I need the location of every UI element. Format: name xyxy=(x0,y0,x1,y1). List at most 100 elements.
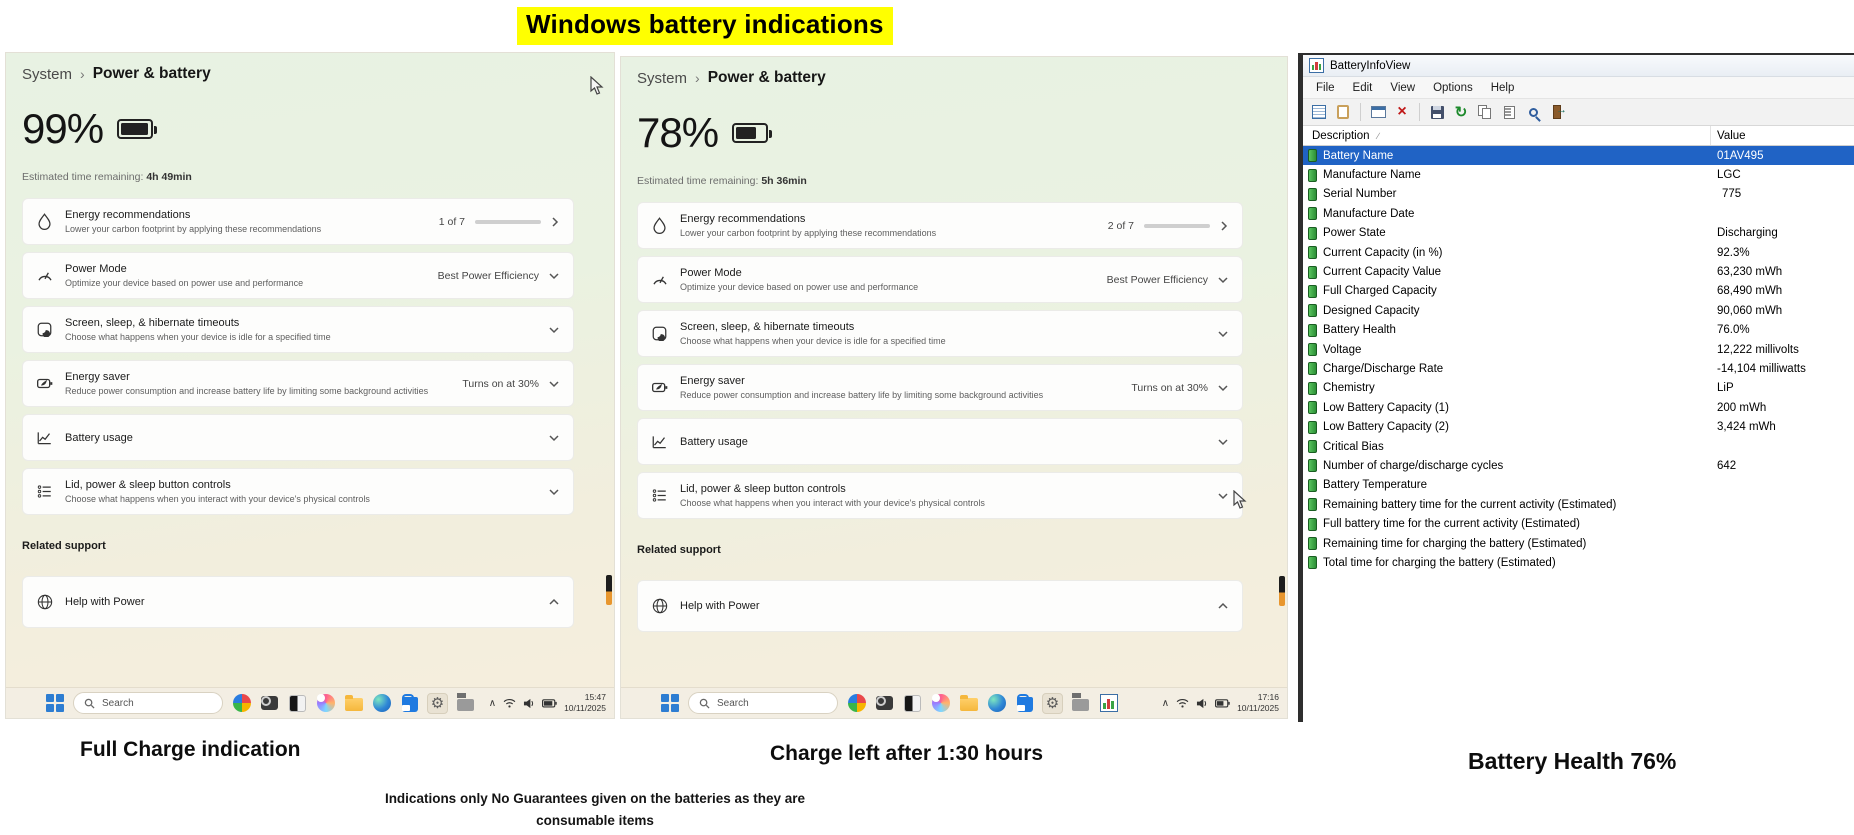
wifi-icon[interactable] xyxy=(1176,698,1189,708)
chevron-up-icon[interactable] xyxy=(549,598,559,606)
menu-help[interactable]: Help xyxy=(1490,81,1515,94)
chevron-down-icon[interactable] xyxy=(1218,384,1228,392)
find-icon[interactable] xyxy=(1524,103,1542,121)
card-energy-saver[interactable]: Energy saver Reduce power consumption an… xyxy=(22,360,574,407)
refresh-icon[interactable]: ↻ xyxy=(1454,103,1468,121)
breadcrumb-system[interactable]: System xyxy=(637,69,688,87)
card-help-with-power[interactable]: Help with Power xyxy=(22,576,574,628)
report-view-icon[interactable] xyxy=(1334,103,1352,121)
settings-icon[interactable]: ⚙ xyxy=(1042,692,1063,714)
camera-app-icon[interactable] xyxy=(874,693,895,714)
chevron-down-icon[interactable] xyxy=(1218,276,1228,284)
search-input[interactable]: Search xyxy=(73,692,223,714)
window-titlebar[interactable]: BatteryInfoView xyxy=(1303,55,1854,77)
details-view-icon[interactable] xyxy=(1310,103,1328,121)
breadcrumb-system[interactable]: System xyxy=(22,65,73,83)
volume-icon[interactable] xyxy=(523,698,535,709)
save-icon[interactable] xyxy=(1428,103,1446,121)
table-row[interactable]: Full Charged Capacity 68,490 mWh xyxy=(1303,282,1854,301)
tray-battery-icon[interactable] xyxy=(542,698,557,708)
card-battery-usage[interactable]: Battery usage xyxy=(22,414,574,461)
menu-file[interactable]: File xyxy=(1316,81,1335,94)
table-row[interactable]: Voltage 12,222 millivolts xyxy=(1303,340,1854,359)
properties-window-icon[interactable] xyxy=(1369,103,1387,121)
table-row[interactable]: Battery Name 01AV495 xyxy=(1303,146,1854,166)
tray-battery-icon[interactable] xyxy=(1215,698,1230,708)
tray-chevron-up-icon[interactable]: ∧ xyxy=(488,697,497,709)
pinwheel-app-icon[interactable] xyxy=(231,693,252,714)
chevron-right-icon[interactable] xyxy=(1220,220,1228,231)
menu-view[interactable]: View xyxy=(1390,81,1416,94)
table-row[interactable]: Charge/Discharge Rate -14,104 milliwatts xyxy=(1303,359,1854,378)
table-row[interactable]: Current Capacity Value 63,230 mWh xyxy=(1303,262,1854,281)
menu-edit[interactable]: Edit xyxy=(1352,81,1373,94)
table-row[interactable]: Low Battery Capacity (1) 200 mWh xyxy=(1303,398,1854,417)
chevron-down-icon[interactable] xyxy=(549,434,559,442)
properties-icon[interactable] xyxy=(1500,103,1518,121)
tray-chevron-up-icon[interactable]: ∧ xyxy=(1161,697,1170,709)
file-explorer-icon[interactable] xyxy=(343,693,364,714)
card-energy-recommendations[interactable]: Energy recommendations Lower your carbon… xyxy=(22,198,574,245)
column-value[interactable]: Value xyxy=(1717,129,1746,142)
photos-app-icon[interactable] xyxy=(287,693,308,714)
card-help-with-power[interactable]: Help with Power xyxy=(637,580,1243,632)
exit-icon[interactable] xyxy=(1548,103,1566,121)
chevron-down-icon[interactable] xyxy=(1218,492,1228,500)
batteryinfoview-app-icon[interactable] xyxy=(1098,693,1119,714)
table-row[interactable]: Chemistry LiP xyxy=(1303,379,1854,398)
wifi-icon[interactable] xyxy=(503,698,516,708)
table-row[interactable]: Designed Capacity 90,060 mWh xyxy=(1303,301,1854,320)
table-row[interactable]: Total time for charging the battery (Est… xyxy=(1303,553,1854,572)
delete-icon[interactable]: × xyxy=(1397,103,1407,120)
table-row[interactable]: Remaining time for charging the battery … xyxy=(1303,534,1854,553)
chevron-up-icon[interactable] xyxy=(1218,602,1228,610)
edge-icon[interactable] xyxy=(371,693,392,714)
table-row[interactable]: Low Battery Capacity (2) 3,424 mWh xyxy=(1303,417,1854,436)
table-row[interactable]: Critical Bias xyxy=(1303,437,1854,456)
chevron-down-icon[interactable] xyxy=(1218,438,1228,446)
chevron-down-icon[interactable] xyxy=(1218,330,1228,338)
table-row[interactable]: Battery Temperature xyxy=(1303,476,1854,495)
card-lid-power-sleep-controls[interactable]: Lid, power & sleep button controls Choos… xyxy=(637,472,1243,519)
chevron-down-icon[interactable] xyxy=(549,326,559,334)
card-screen-sleep-timeouts[interactable]: Screen, sleep, & hibernate timeouts Choo… xyxy=(637,310,1243,357)
card-energy-recommendations[interactable]: Energy recommendations Lower your carbon… xyxy=(637,202,1243,249)
start-button-icon[interactable] xyxy=(661,693,680,713)
card-energy-saver[interactable]: Energy saver Reduce power consumption an… xyxy=(637,364,1243,411)
clock[interactable]: 15:47 10/11/2025 xyxy=(564,691,606,713)
photos-app-icon[interactable] xyxy=(902,693,923,714)
pinwheel-app-icon[interactable] xyxy=(846,693,867,714)
volume-icon[interactable] xyxy=(1196,698,1208,709)
store-icon[interactable] xyxy=(1014,693,1035,714)
menu-options[interactable]: Options xyxy=(1433,81,1473,94)
table-row[interactable]: Power State Discharging xyxy=(1303,224,1854,243)
copy-icon[interactable] xyxy=(1476,103,1494,121)
card-power-mode[interactable]: Power Mode Optimize your device based on… xyxy=(637,256,1243,303)
printer-icon[interactable] xyxy=(455,693,476,714)
card-power-mode[interactable]: Power Mode Optimize your device based on… xyxy=(22,252,574,299)
chevron-down-icon[interactable] xyxy=(549,380,559,388)
copilot-icon[interactable] xyxy=(930,693,951,714)
table-row[interactable]: Battery Health 76.0% xyxy=(1303,321,1854,340)
copilot-icon[interactable] xyxy=(315,693,336,714)
table-row[interactable]: Manufacture Name LGC xyxy=(1303,165,1854,184)
table-row[interactable]: Remaining battery time for the current a… xyxy=(1303,495,1854,514)
column-description[interactable]: Description ∕ xyxy=(1303,126,1711,145)
chevron-right-icon[interactable] xyxy=(551,216,559,227)
search-input[interactable]: Search xyxy=(688,692,838,714)
chevron-down-icon[interactable] xyxy=(549,488,559,496)
table-row[interactable]: Full battery time for the current activi… xyxy=(1303,514,1854,533)
clock[interactable]: 17:16 10/11/2025 xyxy=(1237,691,1279,713)
table-row[interactable]: Current Capacity (in %) 92.3% xyxy=(1303,243,1854,262)
table-row[interactable]: Serial Number 775 xyxy=(1303,185,1854,204)
table-row[interactable]: Manufacture Date xyxy=(1303,204,1854,223)
file-explorer-icon[interactable] xyxy=(958,693,979,714)
card-lid-power-sleep-controls[interactable]: Lid, power & sleep button controls Choos… xyxy=(22,468,574,515)
card-screen-sleep-timeouts[interactable]: Screen, sleep, & hibernate timeouts Choo… xyxy=(22,306,574,353)
store-icon[interactable] xyxy=(399,693,420,714)
table-row[interactable]: Number of charge/discharge cycles 642 xyxy=(1303,456,1854,475)
chevron-down-icon[interactable] xyxy=(549,272,559,280)
start-button-icon[interactable] xyxy=(46,693,65,713)
card-battery-usage[interactable]: Battery usage xyxy=(637,418,1243,465)
edge-icon[interactable] xyxy=(986,693,1007,714)
